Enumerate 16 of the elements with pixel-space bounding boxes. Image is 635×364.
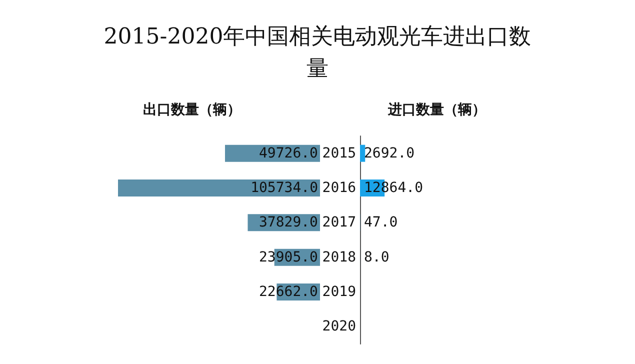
bar bbox=[118, 180, 320, 196]
data-label: 37829.0 bbox=[258, 214, 318, 231]
y-tick-label: 2016 bbox=[322, 180, 356, 196]
chart-title: 2015-2020年中国相关电动观光车进出口数量 bbox=[104, 24, 532, 82]
y-tick-label: 2018 bbox=[322, 249, 356, 266]
y-tick-label: 2017 bbox=[322, 214, 356, 231]
y-tick-label: 2019 bbox=[322, 284, 356, 300]
series-label: 出口数量（辆） bbox=[143, 102, 241, 118]
data-label: 2692.0 bbox=[364, 145, 415, 162]
y-tick-label: 2020 bbox=[322, 318, 356, 335]
data-label: 49726.0 bbox=[258, 145, 318, 162]
text: 进口数量（辆） bbox=[387, 102, 486, 118]
data-label: 47.0 bbox=[364, 214, 398, 231]
data-label: 8.0 bbox=[364, 249, 390, 266]
y-tick-label: 2015 bbox=[322, 145, 356, 162]
data-label: 105734.0 bbox=[250, 180, 318, 196]
